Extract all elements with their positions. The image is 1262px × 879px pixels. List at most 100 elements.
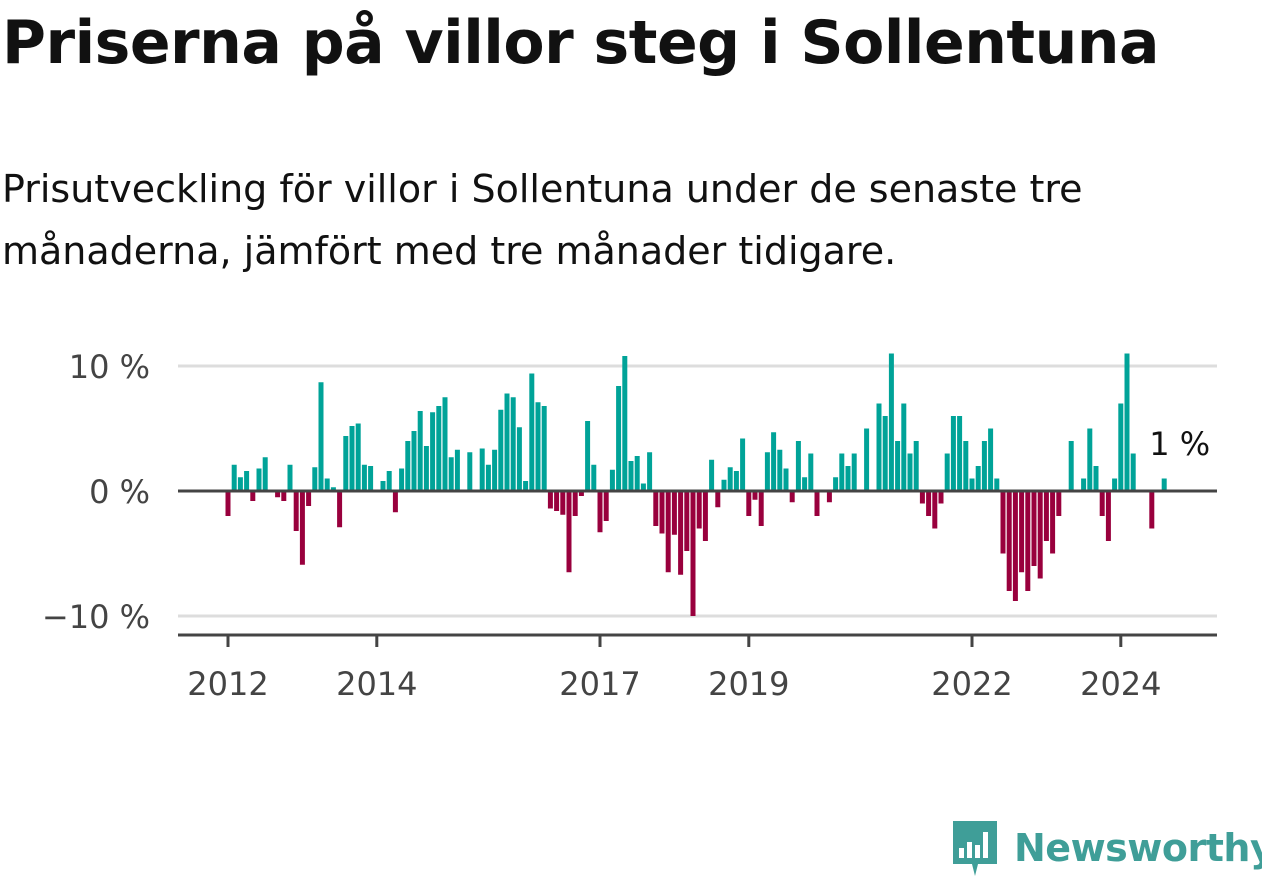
bar [541, 406, 547, 491]
bar [1031, 491, 1037, 566]
bar [510, 397, 516, 491]
bar [492, 449, 498, 491]
bar [696, 491, 702, 529]
bar [994, 478, 1000, 491]
bar [306, 491, 312, 506]
x-tick-label: 2024 [1080, 665, 1161, 703]
bar [231, 464, 237, 491]
bar [851, 453, 857, 491]
bar [808, 453, 814, 491]
bar [938, 491, 944, 504]
bar [430, 412, 436, 491]
bar [275, 491, 281, 498]
bar [802, 477, 808, 491]
bar [250, 491, 256, 501]
bar [343, 436, 349, 491]
bar [771, 432, 777, 491]
bar [895, 441, 901, 491]
bar [864, 428, 870, 491]
bar [349, 426, 355, 491]
bar [324, 478, 330, 491]
y-tick-label: 0 % [89, 473, 150, 511]
bar [299, 491, 305, 565]
bar [244, 471, 250, 491]
bar [715, 491, 721, 508]
bar [957, 416, 963, 491]
bar [1130, 453, 1136, 491]
bar [554, 491, 560, 511]
bar [1124, 353, 1130, 491]
newsworthy-logo: Newsworthy [950, 818, 1262, 878]
bar [560, 491, 566, 515]
bar [312, 467, 318, 491]
bar [671, 491, 677, 535]
newsworthy-logo-icon [953, 821, 997, 876]
bar [907, 453, 913, 491]
bar-chart: 10 % 0 % −10 % 2012 2014 2017 2019 2022 2024 1 % [42, 348, 1217, 703]
bar [1149, 491, 1155, 529]
bar [411, 431, 417, 491]
bar [709, 459, 715, 491]
bar [225, 491, 231, 516]
bar [436, 406, 442, 491]
bar [981, 441, 987, 491]
bar [647, 452, 653, 491]
bar [653, 491, 659, 526]
bar [684, 491, 690, 551]
bar [1019, 491, 1025, 573]
bar [386, 471, 392, 491]
bar [733, 471, 739, 491]
bar [913, 441, 919, 491]
bar [609, 469, 615, 491]
bar [293, 491, 299, 531]
bar [256, 468, 262, 491]
bar [950, 416, 956, 491]
bars-layer [225, 353, 1167, 616]
bar [535, 402, 541, 491]
bar [888, 353, 894, 491]
bar [442, 397, 448, 491]
bar [919, 491, 925, 504]
bar [355, 423, 361, 491]
chart-title: Priserna på villor steg i Sollentuna [2, 8, 1160, 78]
bar [839, 453, 845, 491]
bar [1118, 403, 1124, 491]
bar [678, 491, 684, 575]
bar [1161, 478, 1167, 491]
bar [566, 491, 572, 573]
latest-value-annotation: 1 % [1149, 425, 1210, 463]
x-tick-label: 2019 [708, 665, 789, 703]
bar [1025, 491, 1031, 591]
bar [392, 491, 398, 513]
bar [882, 416, 888, 491]
bar [665, 491, 671, 573]
bar [777, 449, 783, 491]
bar [845, 466, 851, 491]
bar [1000, 491, 1006, 554]
bar [572, 491, 578, 516]
bar [262, 457, 268, 491]
bar [597, 491, 603, 533]
bar [1068, 441, 1074, 491]
bar [1087, 428, 1093, 491]
bar [932, 491, 938, 529]
bar [485, 464, 491, 491]
bar [1105, 491, 1111, 541]
bar [547, 491, 553, 509]
bar [690, 491, 696, 616]
bar [405, 441, 411, 491]
bar [585, 421, 591, 491]
bar [529, 373, 535, 491]
bar [752, 491, 758, 500]
bar [634, 456, 640, 491]
bar [591, 464, 597, 491]
bar [746, 491, 752, 516]
bar [1056, 491, 1062, 516]
y-tick-label: −10 % [42, 598, 150, 636]
bar [281, 491, 287, 501]
bar [758, 491, 764, 526]
x-tick-label: 2022 [931, 665, 1012, 703]
bar [448, 457, 454, 491]
bar [523, 481, 529, 491]
bar [795, 441, 801, 491]
